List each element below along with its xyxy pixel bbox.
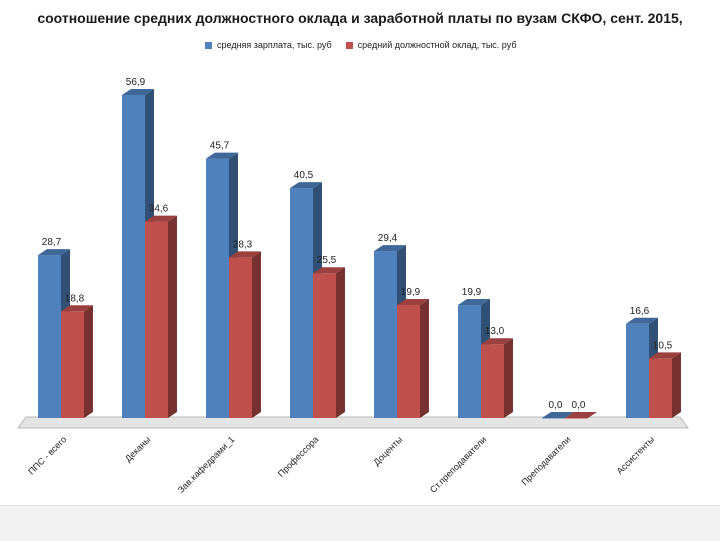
bar [313, 267, 345, 418]
chart-title: соотношение средних должностного оклада … [37, 10, 683, 26]
bar-front [61, 311, 84, 418]
bar-top [290, 182, 322, 189]
bar-top [206, 152, 238, 159]
legend-item-base-pay: средний должностной оклад, тыс. руб [345, 40, 517, 50]
bar-top [397, 299, 429, 306]
legend-swatch-salary [205, 41, 212, 49]
data-label: 28,3 [233, 239, 253, 250]
legend-label-salary: средняя зарплата, тыс. руб [217, 40, 332, 50]
bar-side [672, 352, 681, 418]
bar-top [649, 352, 681, 359]
legend-item-salary: средняя зарплата, тыс. руб [205, 40, 332, 50]
x-tick-label: Профессора [276, 434, 321, 479]
bar [565, 412, 597, 419]
data-label: 45,7 [210, 141, 230, 152]
bar [229, 251, 261, 418]
data-label: 10,5 [653, 340, 673, 351]
bar [397, 299, 429, 418]
bar-side [84, 305, 93, 418]
bar [649, 352, 681, 418]
bar-front [206, 158, 229, 419]
bar-front [649, 358, 672, 418]
bar-front [313, 273, 336, 418]
bar-top [374, 245, 406, 252]
bar-side [252, 251, 261, 418]
x-tick-label: Зав.кафедрами_1 [176, 434, 237, 495]
data-label: 19,9 [462, 287, 482, 298]
footer-band [0, 505, 720, 541]
chart-legend: средняя зарплата, тыс. руб средний должн… [205, 38, 516, 52]
bar-top [229, 251, 261, 258]
bar [61, 305, 93, 418]
bar-front [626, 323, 649, 418]
bar-front [542, 418, 565, 419]
bar-front [122, 95, 145, 418]
data-label: 13,0 [485, 326, 505, 337]
bar-front [565, 418, 588, 419]
data-label: 16,6 [630, 306, 650, 317]
bar-side [168, 215, 177, 418]
data-label: 34,6 [149, 204, 169, 215]
data-label: 18,8 [65, 293, 85, 304]
chart-plot: 28,7 18,8 ППС - всего 56,9 34,6 Деканы 45,7 28,… [17, 77, 689, 495]
data-label: 29,4 [378, 233, 398, 244]
bar-top [313, 267, 345, 274]
legend-label-base-pay: средний должностной оклад, тыс. руб [357, 40, 517, 50]
bar-top [145, 215, 177, 222]
data-label: 25,5 [317, 255, 337, 266]
bar-side [504, 338, 513, 418]
data-label: 19,9 [401, 287, 421, 298]
x-tick-label: Доценты [371, 434, 404, 467]
chart-floor [17, 416, 689, 429]
x-tick-label: Ассистенты [615, 434, 657, 476]
data-label: 0,0 [549, 400, 563, 411]
bar-top [61, 305, 93, 312]
bar-front [397, 305, 420, 418]
bar-top [38, 249, 70, 256]
bar-side [336, 267, 345, 418]
legend-swatch-base-pay [345, 41, 353, 49]
x-tick-label: Преподаватели [519, 434, 572, 487]
bar-front [229, 257, 252, 418]
data-label: 40,5 [294, 170, 314, 181]
bar-top [458, 299, 490, 306]
bar-front [290, 188, 313, 418]
bar [145, 215, 177, 418]
data-label: 28,7 [42, 237, 62, 248]
bar-top [481, 338, 513, 345]
bar-front [481, 344, 504, 418]
data-label: 56,9 [126, 77, 146, 88]
bar-side [420, 299, 429, 418]
bar [542, 412, 574, 419]
bar-front [38, 255, 61, 418]
x-tick-label: Ст.преподаватели [428, 434, 488, 494]
bar [481, 338, 513, 418]
bar-top [626, 317, 658, 324]
bar-front [458, 305, 481, 418]
bar-top [565, 412, 597, 418]
bar-top [122, 89, 154, 95]
data-label: 0,0 [572, 400, 586, 411]
bar-front [374, 251, 397, 418]
x-tick-label: Деканы [123, 434, 152, 463]
bar-front [145, 221, 168, 418]
x-tick-label: ППС - всего [26, 434, 68, 476]
bar-top [542, 412, 574, 418]
